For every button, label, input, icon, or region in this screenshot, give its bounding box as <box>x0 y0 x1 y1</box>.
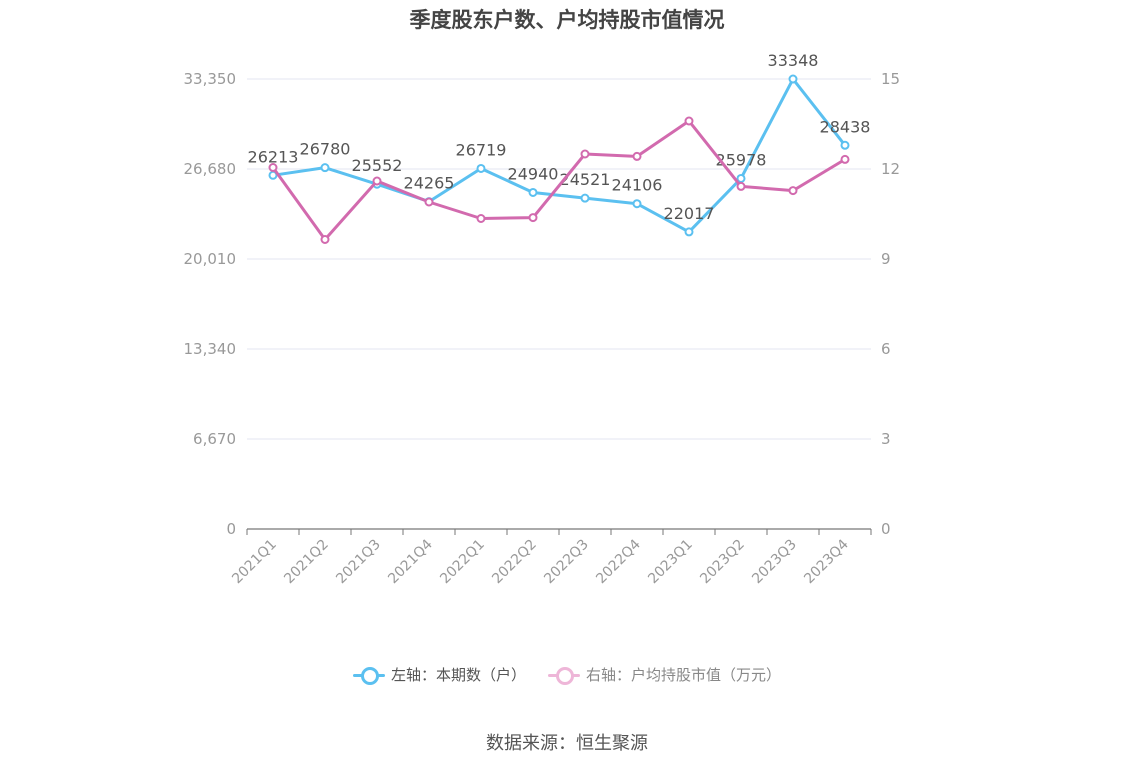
data-label: 33348 <box>768 51 819 70</box>
legend-label-avg-value: 右轴：户均持股市值（万元） <box>586 666 782 684</box>
point-avg-value <box>528 213 538 223</box>
point-avg-value <box>788 186 798 196</box>
point-households <box>840 140 850 150</box>
x-tick-label: 2022Q3 <box>541 537 592 588</box>
legend-marker-avg-value <box>548 665 580 685</box>
point-avg-value <box>840 154 850 164</box>
point-avg-value <box>424 197 434 207</box>
x-tick-label: 2021Q2 <box>281 537 332 588</box>
legend-item-households[interactable]: 左轴：本期数（户） <box>352 664 526 685</box>
point-households <box>580 193 590 203</box>
data-label: 24940 <box>508 164 559 183</box>
data-source: 数据来源：恒生聚源 <box>486 733 648 754</box>
y-right-tick-label: 0 <box>881 520 891 538</box>
data-label: 24521 <box>560 170 611 189</box>
x-tick-label: 2021Q1 <box>229 537 280 588</box>
point-avg-value <box>476 214 486 223</box>
point-avg-value <box>736 181 746 191</box>
data-label: 25978 <box>716 150 767 169</box>
x-tick-label: 2023Q3 <box>749 537 800 588</box>
data-label: 24106 <box>612 176 663 195</box>
y-right-tick-label: 12 <box>881 160 900 178</box>
legend-marker-households <box>352 665 385 685</box>
chart-title: 季度股东户数、户均持股市值情况 <box>409 8 725 32</box>
x-tick-label: 2022Q2 <box>489 537 540 588</box>
legend-label-households: 左轴：本期数（户） <box>390 666 526 684</box>
y-left-tick-label: 0 <box>226 520 236 538</box>
y-left-tick-label: 13,340 <box>184 340 237 358</box>
y-left-tick-label: 6,670 <box>193 430 236 448</box>
data-label: 25552 <box>352 156 403 175</box>
x-tick-label: 2021Q3 <box>333 537 384 588</box>
point-households <box>528 187 538 197</box>
y-left-tick-label: 26,680 <box>184 160 237 178</box>
data-label: 22017 <box>664 204 715 223</box>
x-tick-label: 2022Q4 <box>593 536 644 587</box>
point-households <box>320 163 330 173</box>
point-households <box>788 74 798 84</box>
point-households <box>632 199 642 209</box>
point-avg-value <box>632 151 642 161</box>
x-tick-label: 2023Q1 <box>645 537 696 588</box>
y-right-tick-label: 3 <box>881 430 891 448</box>
data-label: 28438 <box>820 117 871 136</box>
chart-legend: 左轴：本期数（户） 右轴：户均持股市值（万元） <box>0 664 1134 685</box>
data-label: 26780 <box>300 140 351 159</box>
point-households <box>684 227 694 237</box>
y-right-tick-label: 9 <box>881 250 891 268</box>
point-avg-value <box>320 235 330 244</box>
data-label: 26719 <box>456 140 507 159</box>
x-tick-label: 2023Q2 <box>697 537 748 588</box>
data-label: 26213 <box>248 147 299 166</box>
x-tick-label: 2023Q4 <box>801 536 852 587</box>
y-right-tick-label: 6 <box>881 340 891 358</box>
point-avg-value <box>684 116 694 126</box>
y-right-tick-label: 15 <box>881 70 900 88</box>
data-label: 24265 <box>404 174 455 193</box>
y-left-tick-label: 20,010 <box>184 250 237 268</box>
point-avg-value <box>580 149 590 159</box>
series-line-avg-value <box>271 119 846 241</box>
x-tick-label: 2021Q4 <box>385 536 436 587</box>
point-households <box>476 163 486 173</box>
point-avg-value <box>372 176 382 186</box>
legend-item-avg-value[interactable]: 右轴：户均持股市值（万元） <box>548 664 781 685</box>
series-line-households <box>272 77 847 234</box>
x-tick-label: 2022Q1 <box>437 537 488 588</box>
point-avg-value <box>268 163 278 172</box>
y-left-tick-label: 33,350 <box>184 70 237 88</box>
